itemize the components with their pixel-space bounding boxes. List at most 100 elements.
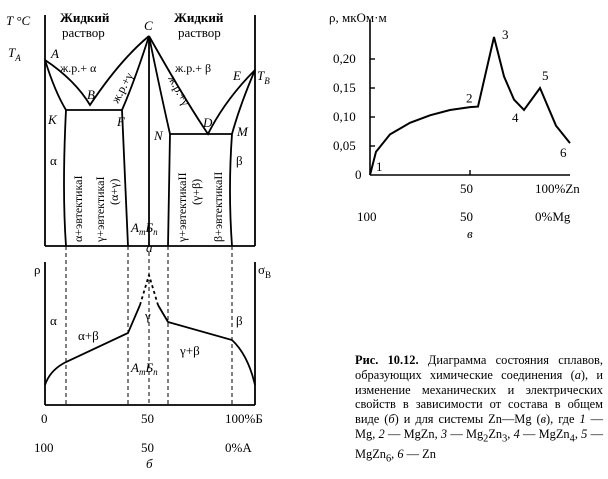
chart-x-bottom-100: 100 (357, 209, 377, 224)
x-top-100: 100%Б (225, 411, 263, 426)
vertical-label-3: γ+эвтектикаII (175, 173, 189, 243)
point-ta: TA (8, 45, 21, 63)
caption-num-5: 5 (581, 426, 588, 441)
caption-ref-a: а (574, 367, 581, 382)
field-b-alpha: α (50, 313, 57, 328)
sigma-label: σВ (258, 262, 271, 280)
field-b-gamma: γ (144, 308, 151, 323)
solvus-gamma-right (167, 133, 171, 247)
chart-point-label: 6 (560, 145, 567, 160)
x-bottom-100: 100 (34, 440, 54, 455)
chart-x-bottom-50: 50 (460, 209, 473, 224)
solidus-alpha-upper (44, 59, 67, 111)
compound-label-a: AmБn (130, 220, 158, 237)
point-b: B (87, 87, 95, 102)
chart-y-tick-label: 0,05 (333, 138, 356, 153)
chart-point-labels: 1 2 3 4 5 6 (376, 27, 567, 174)
point-tb: TB (257, 68, 270, 86)
liquid-left-line2: раствор (62, 25, 105, 40)
field-alpha: α (50, 153, 57, 168)
caption-item-4a: — MgZn (519, 426, 570, 441)
field-liquid-gamma-right: ж.р.+γ (165, 72, 193, 109)
vertical-label-2: γ+эвтектикаI (93, 177, 107, 243)
caption-item-3c: , (507, 426, 514, 441)
point-d: D (202, 115, 213, 130)
field-liquid-beta: ж.р.+ β (174, 61, 211, 75)
chart-point-label: 3 (502, 27, 509, 42)
liquidus-right (148, 35, 256, 136)
caption-num-3: 3 (440, 426, 448, 441)
x-top-50: 50 (141, 411, 154, 426)
caption-text-3: ) и для системы Zn—Mg ( (394, 412, 541, 427)
caption-item-3-sub2: 3 (502, 433, 508, 445)
point-c: C (144, 18, 153, 33)
chart-x-top-50: 50 (460, 181, 473, 196)
solvus-gamma-left (121, 109, 129, 247)
panel-letter-b: б (146, 456, 153, 471)
property-curve-right (157, 304, 256, 386)
chart-x-bottom-0: 0%Mg (535, 209, 571, 224)
caption-item-3b: Zn (488, 426, 503, 441)
panel-letter-c: в (467, 226, 473, 241)
liquid-right-line2: раствор (178, 25, 221, 40)
liquid-right-line1: Жидкий (174, 10, 224, 25)
point-n: N (153, 128, 164, 143)
chart-y-ticks: 0,20 0,15 0,10 0,05 0 (333, 51, 471, 182)
field-beta: β (236, 153, 243, 168)
chart-y-tick-label: 0,10 (333, 109, 356, 124)
point-f: F (116, 114, 126, 129)
caption-num-6: 6 (397, 447, 404, 462)
solidus-gamma-right (148, 35, 171, 135)
caption-num-2: 2 (378, 426, 385, 441)
chart-x-top-100: 100%Zn (535, 181, 580, 196)
x-bottom-50: 50 (141, 440, 154, 455)
caption-item-4-sub: 4 (569, 433, 575, 445)
caption-item-2: — MgZn, (384, 426, 441, 441)
liquidus-left (44, 35, 150, 107)
t-axis-label: T °C (6, 13, 30, 28)
field-b-alpha-beta: α+β (78, 328, 99, 343)
solidus-gamma-left (121, 35, 150, 111)
chart-y-label: ρ, мкОм·м (329, 10, 387, 25)
caption-text-1: Диаграмма состояния сплавов, образующих … (355, 353, 603, 382)
chart-point-label: 1 (376, 159, 383, 174)
chart-point-label: 2 (466, 91, 473, 106)
caption-text-2: ), и изменение механических и электричес… (355, 367, 604, 427)
caption-item-1: — Mg, (355, 412, 604, 441)
compound-label-b: AmБn (130, 360, 158, 377)
caption-ref-c: в (540, 412, 547, 427)
liquid-left-line1: Жидкий (60, 10, 110, 25)
caption-item-4b: , (574, 426, 578, 441)
x-bottom-0: 0%A (225, 440, 252, 455)
caption-num-1: 1 (579, 412, 586, 427)
point-m: M (236, 124, 249, 139)
panel-letter-a: а (146, 240, 153, 255)
figure-caption: Рис. 10.12. Диаграмма состояния сплавов,… (355, 353, 603, 468)
caption-item-3a: — Mg (447, 426, 484, 441)
caption-item-6: — Zn (403, 447, 436, 462)
caption-num-4: 4 (513, 426, 520, 441)
caption-item-3-sub1: 2 (483, 433, 489, 445)
rho-label: ρ (34, 262, 41, 277)
property-diagram (44, 262, 256, 406)
caption-ref-b: б (388, 412, 395, 427)
guide-lines (65, 246, 233, 405)
x-top-0: 0 (41, 411, 48, 426)
resistivity-curve (369, 36, 571, 176)
property-curve-peak (139, 271, 159, 306)
solvus-alpha (63, 109, 67, 247)
point-k: K (47, 112, 58, 127)
zn-mg-chart: 0,20 0,15 0,10 0,05 0 1 2 3 4 5 6 ρ, мкОм·м 50 10… (329, 10, 580, 241)
vertical-label-2b: (α+γ) (107, 179, 121, 205)
chart-y-tick-label: 0,20 (333, 51, 356, 66)
field-b-beta: β (236, 313, 243, 328)
property-diagram-labels: ρ σВ α α+β γ γ+β β AmБn 0 50 100%Б 100 5… (34, 262, 271, 471)
vertical-label-3b: (γ+β) (189, 179, 203, 205)
field-liquid-alpha: ж.р.+ α (59, 61, 97, 75)
chart-y-tick-label: 0 (355, 167, 362, 182)
solidus-beta-upper (231, 69, 256, 135)
chart-y-tick-label: 0,15 (333, 80, 356, 95)
phase-diagram (44, 15, 256, 247)
caption-item-5a: — Mg Zn (355, 426, 603, 462)
